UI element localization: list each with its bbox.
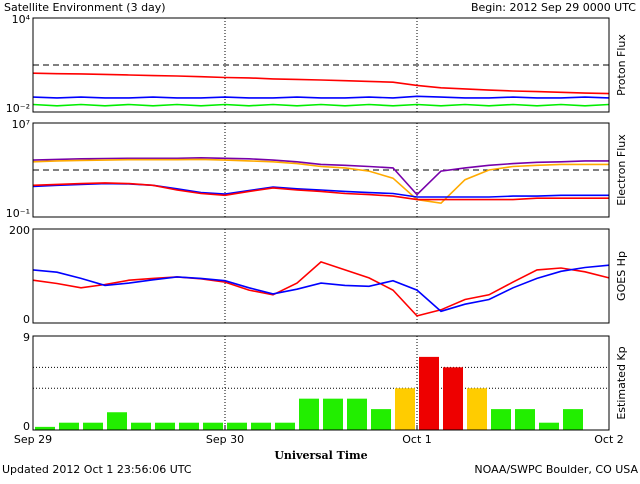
y-axis-label: Estimated Kp (615, 346, 628, 419)
kp-bar (155, 422, 175, 430)
series-line (32, 72, 610, 95)
kp-bar (107, 412, 127, 430)
kp-bar (467, 388, 487, 430)
kp-bar (83, 422, 103, 430)
y-axis-label: Proton Flux (615, 34, 628, 96)
y-tick-label: 10⁴ (12, 13, 31, 26)
panel-frame (32, 335, 610, 431)
kp-bar (35, 426, 55, 430)
begin-time: Begin: 2012 Sep 29 0000 UTC (471, 1, 636, 14)
kp-bar (443, 367, 463, 430)
kp-bar (227, 422, 247, 430)
y-tick-label: 10⁷ (12, 118, 30, 131)
panel-frame (32, 228, 610, 324)
updated: Updated 2012 Oct 1 23:56:06 UTC (2, 463, 192, 476)
kp-bar (491, 409, 511, 430)
kp-bar (179, 422, 199, 430)
y-tick-label: 0 (23, 420, 30, 433)
chart-title: Satellite Environment (3 day) (4, 1, 166, 14)
y-tick-label: 0 (23, 313, 30, 326)
series-line (32, 182, 609, 201)
credit: NOAA/SWPC Boulder, CO USA (474, 463, 638, 476)
kp-bar (395, 388, 415, 430)
kp-bar (371, 409, 391, 430)
kp-bar (347, 398, 367, 430)
panel-frame (32, 122, 610, 218)
x-tick-label: Oct 1 (402, 433, 432, 446)
series-line (32, 156, 609, 196)
panel-frame (32, 17, 610, 113)
series-line (32, 95, 610, 99)
x-axis-label: Universal Time (274, 449, 367, 462)
y-tick-label: 10⁻² (6, 102, 30, 115)
y-tick-label: 9 (23, 331, 30, 344)
x-tick-label: Oct 2 (594, 433, 624, 446)
series-line (32, 158, 609, 205)
y-tick-label: 10⁻¹ (6, 207, 30, 220)
kp-bar (539, 422, 559, 430)
y-axis-label: Electron Flux (615, 134, 628, 206)
series-line (32, 103, 610, 107)
kp-bar (251, 422, 271, 430)
kp-bar (275, 422, 295, 430)
kp-bar (515, 409, 535, 430)
y-tick-label: 200 (9, 224, 30, 237)
kp-bar (323, 398, 343, 430)
y-axis-label: GOES Hp (615, 251, 628, 301)
kp-bar (299, 398, 319, 430)
kp-bar (131, 422, 151, 430)
x-tick-label: Sep 30 (206, 433, 244, 446)
series-line (32, 264, 610, 313)
kp-bar (419, 356, 439, 430)
x-tick-label: Sep 29 (14, 433, 52, 446)
series-line (32, 260, 610, 317)
kp-bar (203, 422, 223, 430)
kp-bar (59, 422, 79, 430)
kp-bar (563, 409, 583, 430)
